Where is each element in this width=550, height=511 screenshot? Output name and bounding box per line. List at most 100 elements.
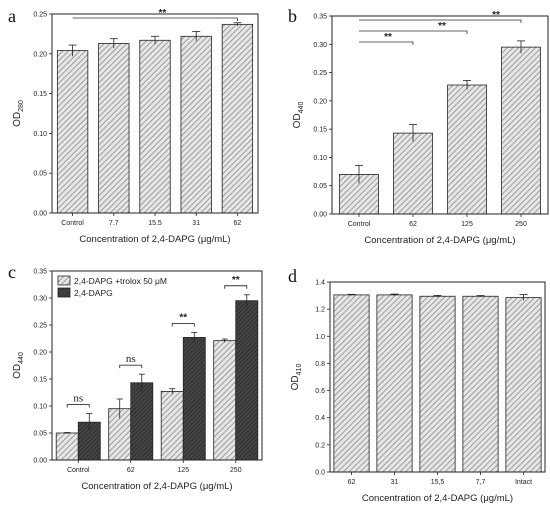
y-axis-title-sub: 440 [298, 102, 305, 114]
y-tick-label: 0.35 [33, 269, 47, 276]
x-axis-title: Concentration of 2,4-DAPG (μg/mL) [81, 481, 232, 492]
panel-c: c 0.00 0.05 0.10 0.15 0.20 0.25 0.30 0.35 Control… [8, 262, 263, 492]
x-tick-label: Control [348, 221, 371, 228]
significance-label: ** [384, 32, 392, 43]
bar [419, 295, 456, 473]
y-tick-label: 0.15 [33, 377, 47, 384]
y-tick-label: 1.2 [315, 307, 325, 314]
significance-bracket [119, 364, 143, 369]
y-tick-label: 0.15 [313, 127, 327, 134]
significance-label: ns [73, 393, 83, 405]
x-tick-label: 31 [192, 220, 200, 227]
y-axis-title-sub: 440 [18, 352, 25, 364]
x-tick-label: 250 [230, 467, 242, 474]
y-tick-label: 0.25 [33, 12, 47, 19]
y-tick-label: 0.8 [315, 361, 325, 368]
y-tick-label: 0.0 [315, 470, 325, 477]
legend-label: 2,4-DAPG [74, 288, 113, 298]
significance-bracket [224, 285, 248, 289]
legend-swatch [57, 287, 71, 298]
y-tick-label: 0.05 [33, 431, 47, 438]
significance-bracket [171, 323, 195, 327]
y-tick-label: 0.25 [313, 70, 327, 77]
bar [505, 297, 542, 473]
y-tick-label: 0.30 [33, 296, 47, 303]
panel-letter: b [288, 6, 297, 26]
y-axis-title-main: OD [292, 113, 303, 128]
panel-a: a 0.00 0.05 0.10 0.15 0.20 0.25 Control 7.7 15.5 3… [8, 6, 259, 245]
y-tick-label: 0.2 [315, 442, 325, 449]
y-tick-label: 0.20 [33, 51, 47, 58]
y-axis-title-main: OD [12, 112, 23, 127]
y-axis-title-sub: 410 [296, 364, 303, 376]
bar [139, 39, 171, 214]
x-tick-label: Control [61, 220, 84, 227]
y-tick-label: 0.10 [33, 404, 47, 411]
y-tick-label: 0.15 [33, 91, 47, 98]
x-tick-label: 31 [391, 479, 399, 486]
y-tick-label: 0.20 [313, 98, 327, 105]
significance-label: ** [438, 21, 446, 32]
bar [130, 382, 154, 461]
x-tick-label: 62 [348, 479, 356, 486]
x-tick-label: Intact [515, 479, 532, 486]
panel-letter: c [8, 262, 16, 282]
y-axis-title: OD440 [292, 102, 305, 129]
significance-bracket [359, 19, 522, 23]
bar [501, 46, 541, 215]
legend-swatch [57, 275, 71, 286]
x-axis-title: Concentration of 2,4-DAPG (μg/mL) [362, 493, 513, 504]
significance-bracket [66, 404, 90, 408]
bar [376, 294, 413, 473]
x-tick-label: 62 [127, 467, 135, 474]
y-tick-label: 1.4 [315, 280, 325, 287]
y-tick-label: 0.05 [33, 171, 47, 178]
bar [98, 43, 130, 214]
x-tick-label: 125 [177, 467, 189, 474]
y-tick-label: 0.05 [313, 183, 327, 190]
x-tick-label: 15.5 [148, 220, 162, 227]
plot-frame [51, 270, 263, 461]
x-tick-label: 7.7 [109, 220, 119, 227]
y-tick-label: 0.30 [313, 42, 327, 49]
y-axis-title-main: OD [290, 375, 301, 390]
bar [55, 432, 79, 461]
y-tick-label: 0.35 [313, 14, 327, 21]
bar [56, 50, 89, 214]
y-tick-label: 0.00 [313, 212, 327, 219]
y-axis-title-main: OD [12, 364, 23, 379]
y-tick-label: 0.00 [33, 211, 47, 218]
bar [182, 337, 206, 461]
y-axis-title: OD440 [12, 352, 25, 379]
y-tick-label: 0.10 [33, 131, 47, 138]
bar [160, 391, 184, 461]
bar [447, 84, 487, 215]
x-axis-title: Concentration of 2,4-DAPG (μg/mL) [364, 235, 515, 246]
panel-letter: a [8, 6, 16, 26]
x-tick-label: 125 [461, 221, 473, 228]
bar [235, 300, 259, 461]
y-axis-title: OD280 [12, 100, 25, 127]
y-tick-label: 0.6 [315, 388, 325, 395]
x-tick-label: 15,5 [431, 479, 445, 486]
x-tick-label: 62 [234, 220, 242, 227]
x-tick-label: 62 [409, 221, 417, 228]
panel-b: b 0.00 0.05 0.10 0.15 0.20 0.25 0.30 0.35 Control… [288, 6, 549, 246]
y-tick-label: 1.0 [315, 334, 325, 341]
significance-bracket [359, 41, 414, 45]
x-tick-label: 7,7 [476, 479, 486, 486]
bar [333, 294, 370, 473]
panel-letter: d [288, 266, 297, 286]
bar [462, 295, 499, 473]
x-tick-label: 250 [515, 221, 527, 228]
significance-label: ns [126, 353, 136, 365]
x-tick-label: Control [67, 467, 90, 474]
y-tick-label: 0.20 [33, 350, 47, 357]
significance-label: ** [159, 8, 167, 19]
y-tick-label: 0.00 [33, 458, 47, 465]
y-tick-label: 0.10 [313, 155, 327, 162]
bar [393, 132, 433, 215]
legend-label: 2,4-DAPG +trolox 50 μM [74, 276, 167, 286]
significance-bracket [359, 30, 468, 34]
